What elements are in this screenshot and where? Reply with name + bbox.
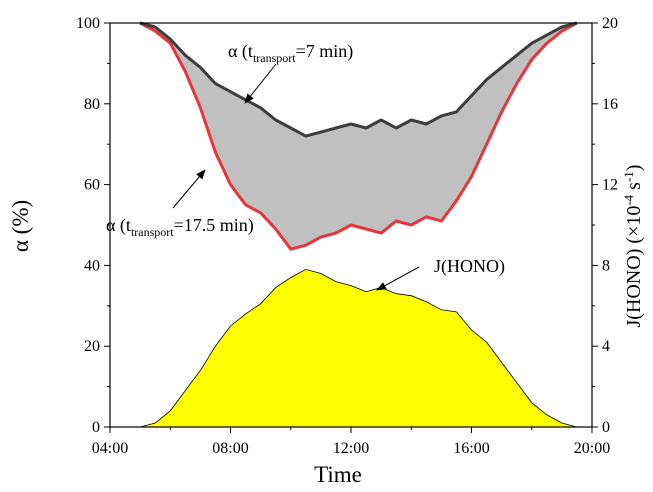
annotation-prefix: α (t <box>228 41 253 62</box>
y-right-tick-label: 20 <box>602 15 618 32</box>
annotation-arrow <box>244 63 277 104</box>
y-right-tick-label: 4 <box>602 338 610 355</box>
annotation-subscript: transport <box>253 51 296 65</box>
y-left-tick-label: 40 <box>84 257 100 274</box>
annotation-prefix: α (t <box>106 215 131 236</box>
y-left-tick-label: 20 <box>84 338 100 355</box>
annotation-arrow <box>172 169 206 209</box>
annotation-subscript: transport <box>131 225 174 239</box>
plot-area <box>125 21 578 428</box>
y-right-tick-label: 0 <box>602 419 610 436</box>
svg-text:α (ttransport=17.5 min): α (ttransport=17.5 min) <box>106 215 254 239</box>
annotation-jhono: J(HONO) <box>376 256 505 291</box>
x-tick-label: 16:00 <box>453 440 489 457</box>
annotation-suffix: =17.5 min) <box>174 215 254 236</box>
y-axis-left-label: α (%) <box>8 200 33 252</box>
alpha-range-fill <box>140 23 577 250</box>
annotation-alpha-17-5min: α (ttransport=17.5 min) <box>106 169 254 239</box>
y-right-tick-label: 8 <box>602 257 610 274</box>
annotation-jhono-text: J(HONO) <box>434 256 505 277</box>
y-axis-right-label: J(HONO) (×10-4 s-1) <box>621 165 646 328</box>
y-left-tick-label: 0 <box>92 419 100 436</box>
axes: 04:00 08:00 12:00 16:00 20:00 0 20 40 60 80 100 0 4 8… <box>76 15 618 457</box>
series-alpha-7min-line <box>139 21 578 138</box>
annotation-arrow <box>376 266 420 291</box>
x-tick-label: 12:00 <box>333 440 369 457</box>
series-jhono-area <box>125 268 578 428</box>
y-left-tick-label: 80 <box>84 96 100 113</box>
svg-text:α (ttransport=7 min): α (ttransport=7 min) <box>228 41 353 65</box>
annotation-suffix: =7 min) <box>296 41 354 62</box>
y-right-tick-label: 16 <box>602 96 618 113</box>
x-tick-label: 20:00 <box>574 440 610 457</box>
y-right-tick-label: 12 <box>602 177 618 194</box>
y-left-tick-label: 60 <box>84 177 100 194</box>
annotation-alpha-7min: α (ttransport=7 min) <box>228 41 353 104</box>
x-axis-label: Time <box>314 462 362 487</box>
x-tick-label: 08:00 <box>212 440 248 457</box>
x-tick-label: 04:00 <box>92 440 128 457</box>
y-left-tick-label: 100 <box>76 15 100 32</box>
series-alpha-17-5min-line <box>139 21 578 251</box>
